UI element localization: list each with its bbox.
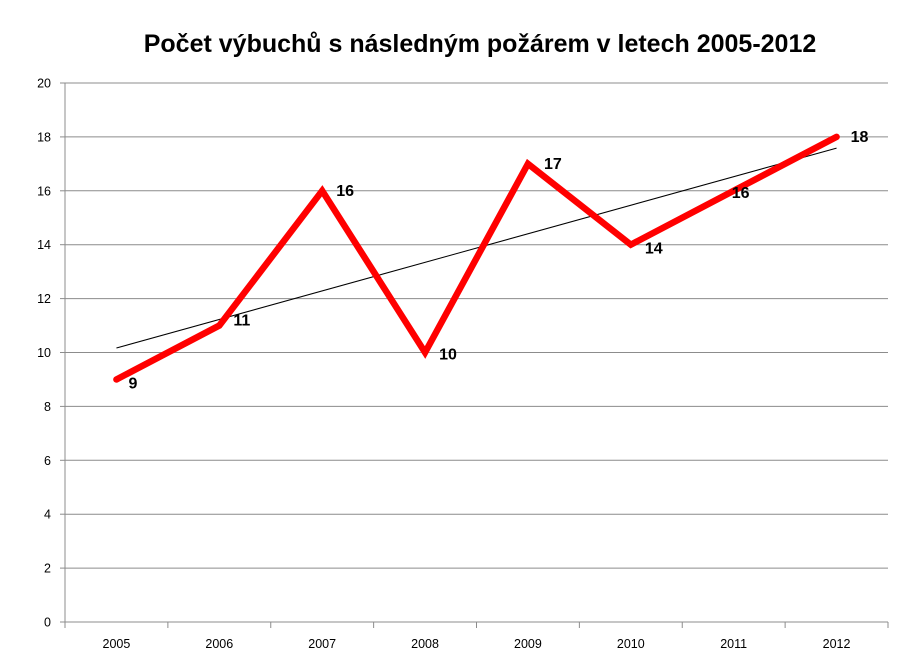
y-tick-label-14: 14 <box>37 238 51 252</box>
data-label-2005: 9 <box>128 375 137 392</box>
x-tick-label-2007: 2007 <box>308 637 336 651</box>
x-tick-label-2008: 2008 <box>411 637 439 651</box>
data-point-2008 <box>422 349 429 356</box>
gridlines <box>65 82 888 569</box>
chart-title: Počet výbuchů s následným požárem v lete… <box>143 30 817 58</box>
data-label-2011: 16 <box>732 185 750 202</box>
data-point-2006 <box>216 322 223 329</box>
data-labels: 9 11 16 10 17 14 16 18 <box>128 129 868 393</box>
y-axis-ticks: 0 2 4 6 8 10 12 14 16 18 20 <box>37 77 65 630</box>
data-label-2007: 16 <box>336 183 354 200</box>
y-tick-label-16: 16 <box>37 184 51 198</box>
x-tick-label-2011: 2011 <box>720 637 747 651</box>
y-tick-label-0: 0 <box>44 616 51 630</box>
data-point-2011 <box>730 187 737 194</box>
data-label-2006: 11 <box>233 313 250 330</box>
x-tick-label-2010: 2010 <box>617 637 645 651</box>
y-tick-label-10: 10 <box>37 346 51 360</box>
y-tick-label-6: 6 <box>44 454 51 468</box>
series-layer <box>113 133 840 383</box>
x-tick-label-2009: 2009 <box>514 637 542 651</box>
data-label-2012: 18 <box>851 129 869 146</box>
trendline-layer <box>116 147 837 349</box>
data-label-2009: 17 <box>544 156 562 173</box>
x-tick-label-2012: 2012 <box>823 637 851 651</box>
data-point-2005 <box>113 376 120 383</box>
series-line <box>113 133 840 383</box>
data-point-2009 <box>524 160 531 167</box>
x-axis-ticks: 2005 2006 2007 2008 2009 2010 2011 2012 <box>64 622 889 651</box>
y-tick-label-18: 18 <box>37 130 51 144</box>
trendline <box>116 147 837 349</box>
y-tick-label-8: 8 <box>44 400 51 414</box>
y-tick-label-20: 20 <box>37 77 51 91</box>
x-tick-label-2005: 2005 <box>103 637 131 651</box>
y-tick-label-12: 12 <box>37 292 51 306</box>
x-tick-label-2006: 2006 <box>205 637 233 651</box>
data-label-2010: 14 <box>645 241 663 258</box>
data-point-2007 <box>319 187 326 194</box>
y-tick-label-4: 4 <box>44 508 51 522</box>
data-label-2008: 10 <box>439 347 457 364</box>
data-point-2010 <box>627 241 634 248</box>
data-point-2012 <box>833 133 840 140</box>
y-tick-label-2: 2 <box>44 562 51 576</box>
